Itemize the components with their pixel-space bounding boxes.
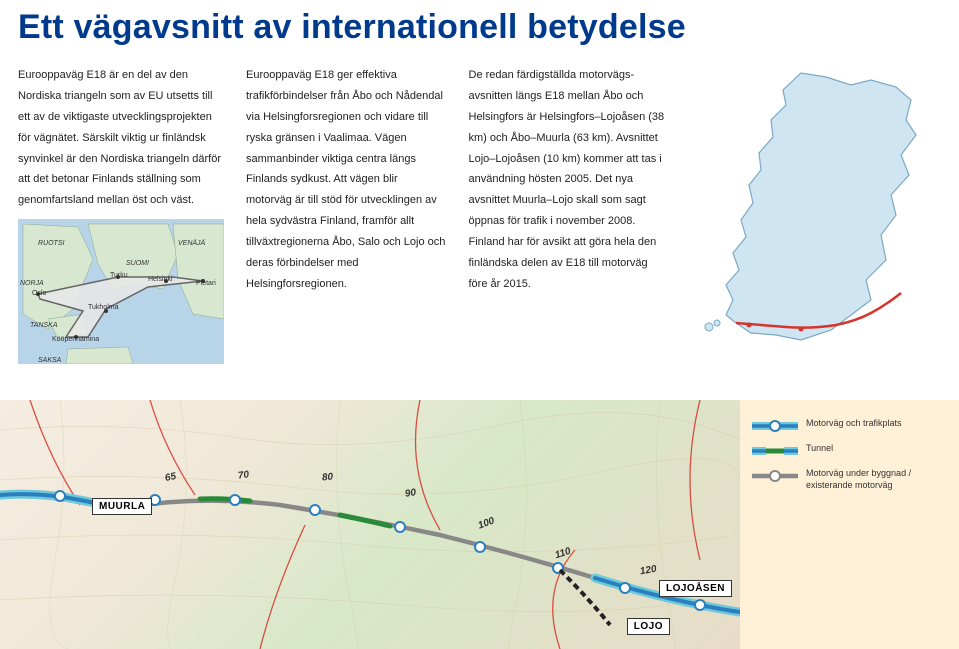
col3-text: De redan färdigställda motorvägs­avsnitt… [469,65,670,295]
label-venaja: VENÄJÄ [178,237,205,250]
nordic-triangle-map: RUOTSI VENÄJÄ SUOMI NORJA TANSKA SAKSA T… [18,219,224,364]
label-ruotsi: RUOTSI [38,237,64,250]
legend-row-motorway: Motorväg och trafikplats [752,418,947,433]
column-1: Eurooppaväg E18 är en del av den Nordisk… [18,65,224,364]
label-oslo: Oslo [32,287,46,300]
label-lojoasen: LOJOÅSEN [659,580,732,597]
km-65: 65 [164,471,177,484]
legend-row-tunnel: Tunnel [752,443,947,458]
upper-section: Eurooppaväg E18 är en del av den Nordisk… [0,65,959,364]
road-corridor-map: MUURLA LOJOÅSEN LOJO 65 70 80 90 100 110… [0,400,740,649]
legend-text-3: Motorväg under byggnad / existerande mot… [806,468,947,491]
km-80: 80 [322,472,334,484]
label-helsinki: Helsinki [148,273,173,286]
legend-text-2: Tunnel [806,443,833,455]
col2-text: Eurooppaväg E18 ger effektiva trafikförb… [246,65,447,295]
label-tukholma: Tukholma [88,301,118,314]
km-70: 70 [237,469,250,481]
label-lojo: LOJO [627,618,670,635]
map-legend: Motorväg och trafikplats Tunnel Motorväg… [740,400,959,649]
label-kopen: Kööpenhamina [52,333,99,346]
legend-row-construction: Motorväg under byggnad / existerande mot… [752,468,947,491]
col1-text: Eurooppaväg E18 är en del av den Nordisk… [18,65,224,211]
construction-icon [752,469,798,483]
legend-text-1: Motorväg och trafikplats [806,418,902,430]
label-suomi: SUOMI [126,257,149,270]
label-muurla: MUURLA [92,498,152,515]
motorway-icon [752,419,798,433]
label-tanska: TANSKA [30,319,58,332]
page-title: Ett vägavsnitt av internationell betydel… [0,0,959,65]
column-3: De redan färdigställda motorvägs­avsnitt… [469,65,670,364]
km-90: 90 [404,487,417,500]
label-saksa: SAKSA [38,354,61,367]
finland-outline-map [691,65,941,355]
label-pietari: Pietari [196,277,216,290]
tunnel-icon [752,444,798,458]
lower-section: MUURLA LOJOÅSEN LOJO 65 70 80 90 100 110… [0,400,959,649]
label-turku: Turku [110,269,128,282]
column-2: Eurooppaväg E18 ger effektiva trafikförb… [246,65,447,364]
